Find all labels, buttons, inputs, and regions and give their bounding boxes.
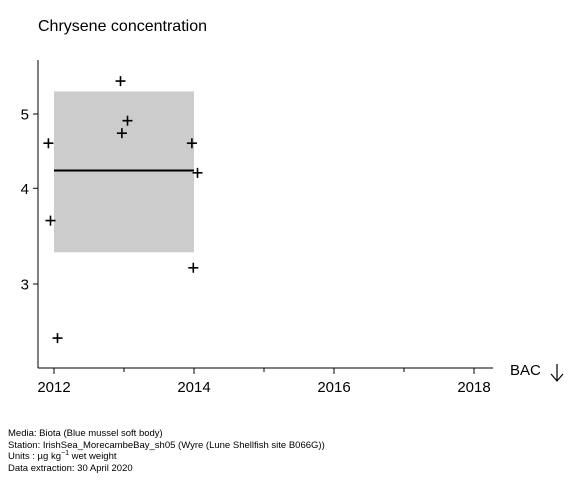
units-suffix: wet weight — [68, 451, 117, 463]
data-point-8 — [188, 262, 199, 273]
y-tick-label-5: 5 — [21, 107, 29, 124]
metadata-block: Media: Biota (Blue mussel soft body) Sta… — [8, 428, 325, 474]
confidence-band-layer — [54, 91, 194, 253]
bac-label: BAC — [510, 362, 541, 379]
data-points — [43, 76, 203, 344]
data-point-7 — [186, 138, 197, 149]
data-point-6 — [122, 115, 133, 126]
x-tick-label-2018: 2018 — [457, 379, 490, 396]
data-point-1 — [43, 138, 54, 149]
y-tick-label-4: 4 — [21, 181, 29, 198]
data-point-2 — [45, 215, 56, 226]
extraction-text: Data extraction: 30 April 2020 — [8, 462, 133, 474]
x-tick-label-2012: 2012 — [37, 379, 70, 396]
data-point-9 — [192, 167, 203, 178]
station-text: Station: IrishSea_MorecambeBay_sh05 (Wyr… — [8, 439, 325, 451]
data-point-4 — [115, 76, 126, 87]
units-exponent: −1 — [61, 450, 69, 458]
units-prefix: Units : µg kg — [8, 451, 61, 463]
units-text: Units : µg kg−1 wet weight — [8, 450, 325, 463]
data-point-5 — [116, 128, 127, 139]
axes — [33, 60, 493, 374]
x-tick-label-2016: 2016 — [317, 379, 350, 396]
data-point-3 — [52, 333, 63, 344]
down-arrow-icon — [550, 364, 564, 382]
chart-title: Chrysene concentration — [38, 18, 207, 35]
confidence-band — [54, 91, 194, 253]
x-tick-label-2014: 2014 — [177, 379, 210, 396]
tick-labels: 3 4 5 2012 2014 2016 2018 BAC — [21, 107, 564, 396]
media-text: Media: Biota (Blue mussel soft body) — [8, 428, 163, 439]
y-tick-label-3: 3 — [21, 277, 29, 294]
